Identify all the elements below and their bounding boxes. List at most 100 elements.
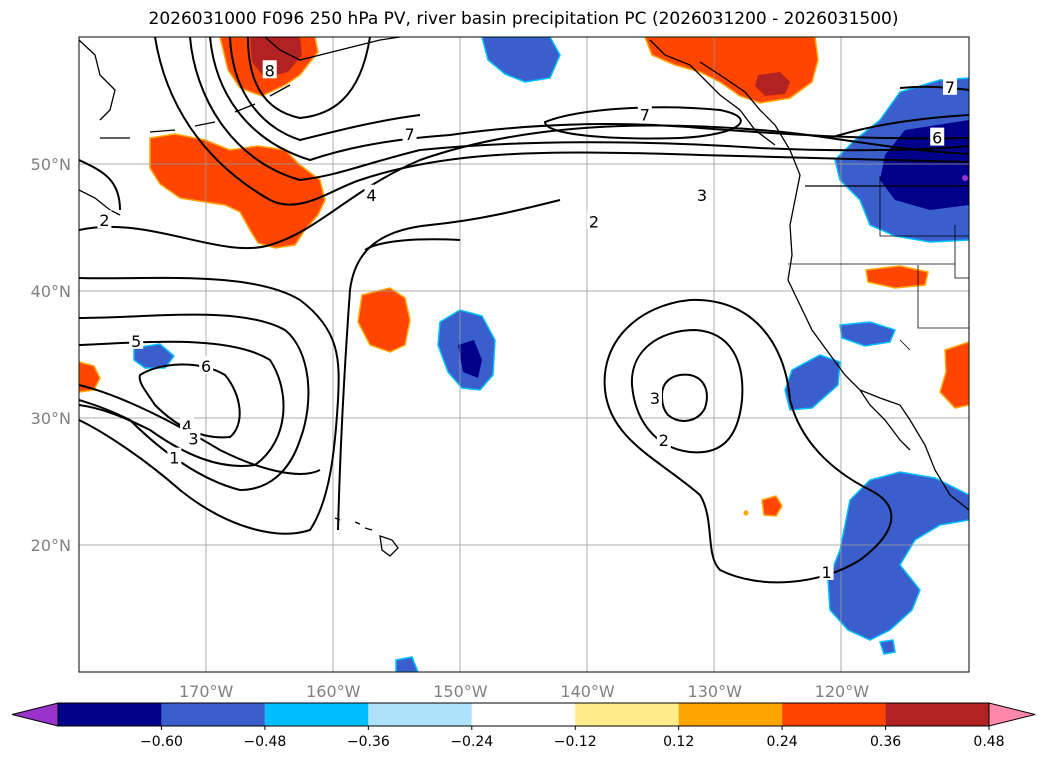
colorbar-bin [58, 703, 162, 726]
colorbar-bin [161, 703, 265, 726]
colorbar-tick-label: 0.24 [767, 734, 798, 750]
contour-line [829, 114, 969, 139]
positive-anomaly-dot [743, 510, 749, 516]
contour-line [543, 106, 742, 140]
contour-line [899, 85, 969, 91]
colorbar-bin [471, 703, 576, 726]
contour-label: 7 [404, 125, 414, 144]
contour-label-background [199, 356, 214, 375]
contour-label: 5 [131, 332, 141, 351]
contour-line [79, 276, 340, 535]
negative-anomaly-west [133, 343, 176, 369]
contour-label: 3 [188, 430, 198, 449]
lat-tick-label: 30°N [31, 409, 71, 428]
colorbar-tick-label: 0.12 [663, 734, 694, 750]
contour-line [603, 298, 893, 584]
contour-line [660, 373, 708, 422]
contour-line [138, 363, 241, 439]
colorbar-bin [678, 703, 783, 726]
positive-anomaly-small [761, 495, 783, 517]
colorbar-tick-label: 0.48 [973, 734, 1004, 750]
lon-tick-label: 140°W [560, 682, 615, 701]
colorbar-bin [782, 703, 886, 726]
contour-label: 3 [650, 389, 660, 408]
map-frame [78, 36, 970, 673]
contour-label-background [129, 330, 144, 349]
contour-label-background [930, 127, 945, 146]
negative-anomaly-california [839, 321, 897, 347]
contour-label: 7 [640, 106, 650, 125]
contour-label: 2 [99, 211, 109, 230]
coastlines [79, 37, 969, 557]
colorbar-tick-label: −0.36 [347, 734, 390, 750]
colorbar: −0.60 −0.48 −0.36 −0.24 −0.12 0.12 0.24 0.36 0.4… [11, 702, 1036, 750]
colorbar-bin [368, 703, 472, 726]
contour-label: 4 [366, 186, 376, 205]
colorbar-tick-label: 0.36 [870, 734, 901, 750]
colorbar-extend-high [988, 702, 1036, 727]
state-borders [788, 176, 969, 351]
map-title: 2026031000 F096 250 hPa PV, river basin … [148, 9, 899, 29]
contour-line [154, 37, 969, 206]
colorbar-tick-label: −0.12 [554, 734, 597, 750]
contour-label-background [656, 429, 671, 448]
lat-tick-label: 50°N [31, 155, 71, 174]
contour-label: 2 [589, 212, 599, 231]
contour-label-background [586, 211, 601, 230]
contour-label: 7 [945, 78, 955, 97]
positive-anomaly-gulf-alaska-core [755, 72, 790, 96]
colorbar-bin [885, 703, 989, 726]
contour-label-background [364, 184, 379, 203]
colorbar-tick-label: −0.60 [140, 734, 183, 750]
contour-label: 6 [932, 129, 942, 148]
contour-label: 1 [169, 449, 179, 468]
latitude-labels: 20°N 30°N 40°N 50°N [31, 155, 71, 555]
negative-anomaly-hawaii-north-core [458, 340, 482, 378]
contour-label-background [637, 104, 652, 123]
coastline-aleutian [100, 84, 291, 139]
lon-tick-label: 130°W [688, 682, 743, 701]
positive-anomaly-nevada [865, 265, 929, 289]
contour-label-background [402, 123, 417, 142]
negative-anomaly-pnw-core [880, 120, 969, 210]
colorbar-extend-low [11, 702, 59, 727]
contour-label-background [97, 210, 112, 229]
contour-label-background [186, 428, 201, 447]
contour-line [229, 37, 421, 142]
coastline-siberia [79, 39, 116, 121]
contour-line [79, 340, 285, 467]
contour-line [79, 384, 321, 475]
lat-tick-label: 40°N [31, 282, 71, 301]
contour-label-background [647, 387, 662, 406]
contour-label: 1 [822, 563, 832, 582]
coastline-kamchatka [79, 189, 121, 216]
contour-label: 2 [659, 431, 669, 450]
contour-label: 8 [265, 61, 275, 80]
longitude-labels: 170°W 160°W 150°W 140°W 130°W 120°W [179, 682, 869, 701]
gridlines [79, 37, 969, 672]
contour-label: 3 [697, 186, 707, 205]
contour-label-background [167, 447, 182, 466]
pv-contours [79, 37, 969, 584]
positive-anomaly-arizona [939, 341, 969, 409]
lon-tick-label: 120°W [815, 682, 870, 701]
contour-label: 4 [182, 417, 192, 436]
coastline-west-america [699, 61, 969, 511]
negative-anomaly-california-offshore [784, 354, 841, 411]
negative-anomaly-small-south [879, 639, 896, 655]
negative-anomaly-dot [962, 175, 968, 181]
negative-anomaly-south [395, 656, 419, 672]
lon-tick-label: 170°W [179, 682, 234, 701]
negative-anomaly-mexico [827, 471, 969, 641]
colorbar-tick-label: −0.24 [450, 734, 493, 750]
positive-anomaly-west-edge [79, 361, 101, 393]
colorbar-tick-label: −0.48 [243, 734, 286, 750]
contour-line [337, 199, 561, 531]
contour-label-background [695, 184, 709, 203]
coastline-alaska [264, 37, 401, 61]
contour-label: 6 [201, 357, 211, 376]
lon-tick-label: 150°W [433, 682, 488, 701]
coastline-bc-islands [649, 39, 776, 146]
